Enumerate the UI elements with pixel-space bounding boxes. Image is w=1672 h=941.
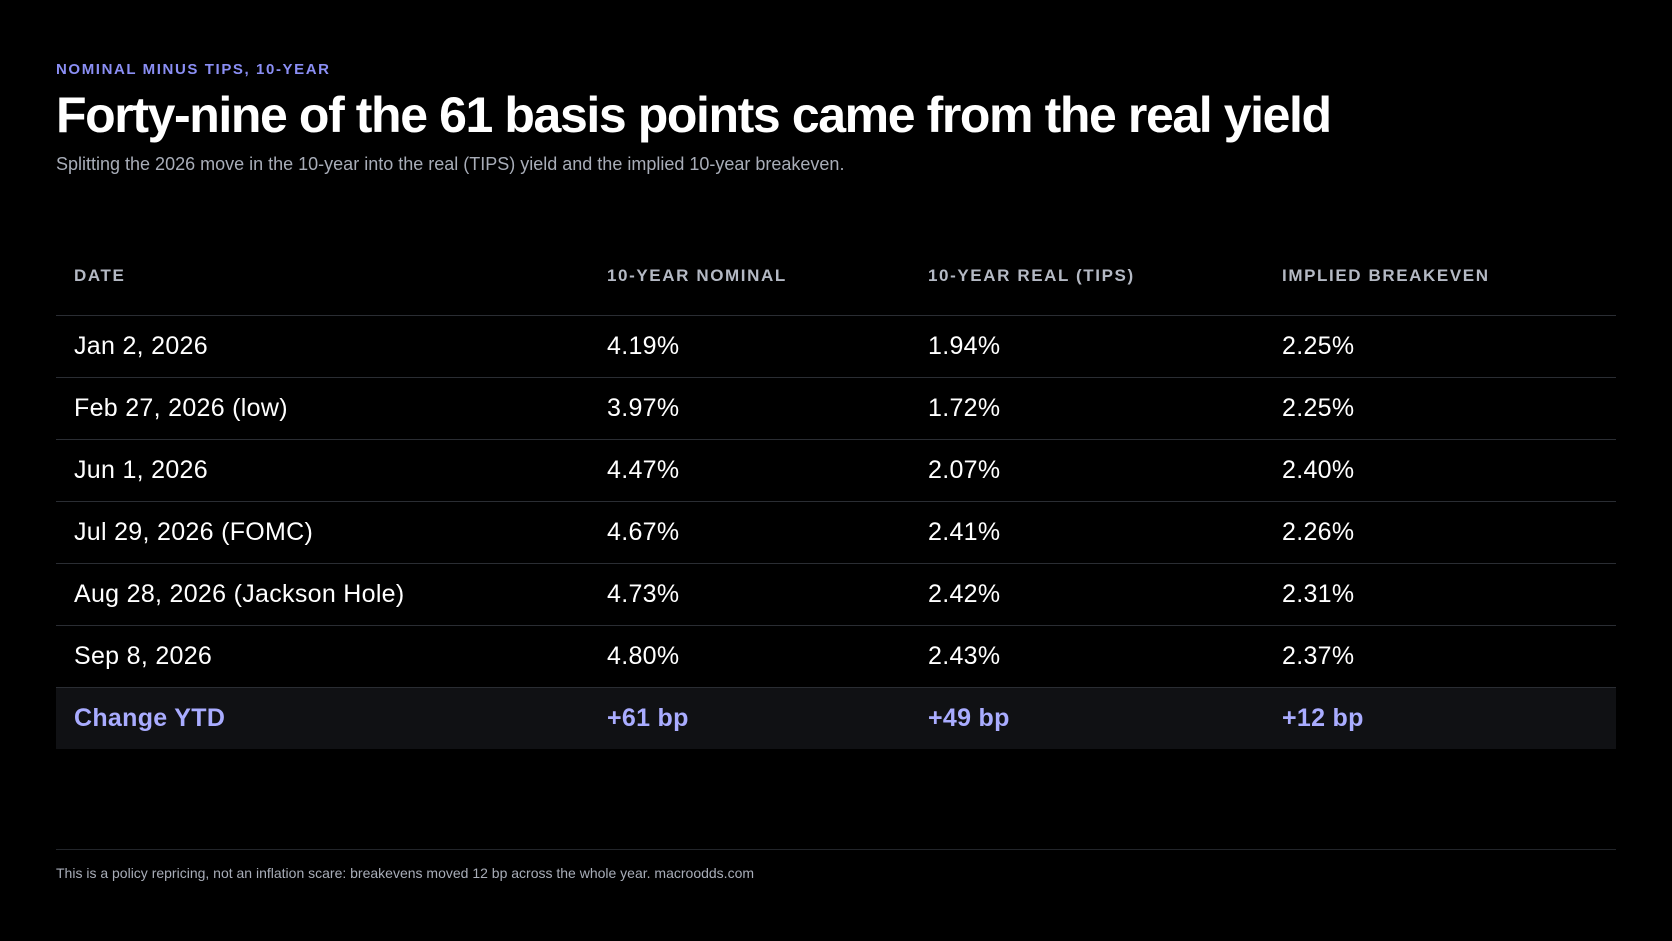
cell-date: Jul 29, 2026 (FOMC) bbox=[56, 501, 589, 564]
total-label: Change YTD bbox=[56, 687, 589, 749]
page-title: Forty-nine of the 61 basis points came f… bbox=[56, 87, 1332, 143]
cell-date: Sep 8, 2026 bbox=[56, 625, 589, 688]
footnote: This is a policy repricing, not an infla… bbox=[56, 865, 755, 881]
cell-real: 1.94% bbox=[910, 315, 1264, 378]
cell-real: 1.72% bbox=[910, 377, 1264, 440]
cell-real: 2.42% bbox=[910, 563, 1264, 626]
cell-breakeven: 2.40% bbox=[1264, 439, 1616, 502]
cell-nominal: 4.19% bbox=[589, 315, 910, 378]
footer-divider bbox=[56, 849, 1616, 850]
table-header-row: DATE 10-YEAR NOMINAL 10-YEAR REAL (TIPS)… bbox=[56, 266, 1616, 316]
cell-nominal: 3.97% bbox=[589, 377, 910, 440]
cell-real: 2.41% bbox=[910, 501, 1264, 564]
cell-breakeven: 2.25% bbox=[1264, 315, 1616, 378]
eyebrow-label: NOMINAL MINUS TIPS, 10-YEAR bbox=[56, 61, 331, 78]
slide: NOMINAL MINUS TIPS, 10-YEAR Forty-nine o… bbox=[56, 0, 1616, 941]
total-row: Change YTD +61 bp +49 bp +12 bp bbox=[56, 687, 1616, 749]
cell-real: 2.43% bbox=[910, 625, 1264, 688]
cell-date: Jun 1, 2026 bbox=[56, 439, 589, 502]
cell-breakeven: 2.25% bbox=[1264, 377, 1616, 440]
column-header-breakeven: IMPLIED BREAKEVEN bbox=[1264, 266, 1616, 316]
table-row: Jul 29, 2026 (FOMC) 4.67% 2.41% 2.26% bbox=[56, 501, 1616, 564]
page-subtitle: Splitting the 2026 move in the 10-year i… bbox=[56, 154, 845, 174]
cell-breakeven: 2.31% bbox=[1264, 563, 1616, 626]
column-header-nominal: 10-YEAR NOMINAL bbox=[589, 266, 910, 316]
table-row: Feb 27, 2026 (low) 3.97% 1.72% 2.25% bbox=[56, 377, 1616, 440]
cell-nominal: 4.73% bbox=[589, 563, 910, 626]
total-breakeven: +12 bp bbox=[1264, 687, 1616, 749]
table-row: Sep 8, 2026 4.80% 2.43% 2.37% bbox=[56, 625, 1616, 688]
total-real: +49 bp bbox=[910, 687, 1264, 749]
yield-table: DATE 10-YEAR NOMINAL 10-YEAR REAL (TIPS)… bbox=[56, 266, 1616, 749]
table-row: Jun 1, 2026 4.47% 2.07% 2.40% bbox=[56, 439, 1616, 502]
table-row: Aug 28, 2026 (Jackson Hole) 4.73% 2.42% … bbox=[56, 563, 1616, 626]
total-nominal: +61 bp bbox=[589, 687, 910, 749]
cell-nominal: 4.80% bbox=[589, 625, 910, 688]
cell-real: 2.07% bbox=[910, 439, 1264, 502]
cell-nominal: 4.67% bbox=[589, 501, 910, 564]
cell-nominal: 4.47% bbox=[589, 439, 910, 502]
cell-breakeven: 2.37% bbox=[1264, 625, 1616, 688]
column-header-real: 10-YEAR REAL (TIPS) bbox=[910, 266, 1264, 316]
cell-breakeven: 2.26% bbox=[1264, 501, 1616, 564]
cell-date: Feb 27, 2026 (low) bbox=[56, 377, 589, 440]
cell-date: Jan 2, 2026 bbox=[56, 315, 589, 378]
column-header-date: DATE bbox=[56, 266, 589, 316]
cell-date: Aug 28, 2026 (Jackson Hole) bbox=[56, 563, 589, 626]
table-row: Jan 2, 2026 4.19% 1.94% 2.25% bbox=[56, 315, 1616, 378]
